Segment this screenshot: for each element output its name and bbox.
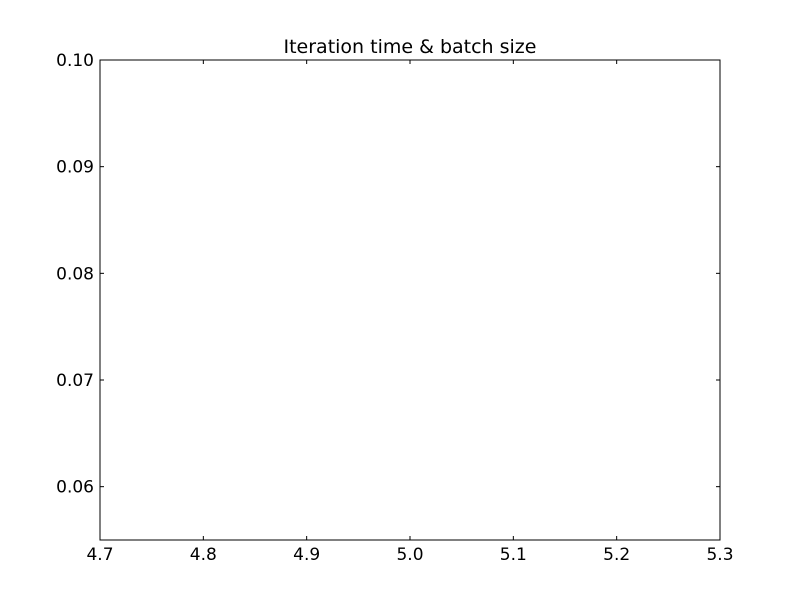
- x-tick-label: 4.9: [293, 545, 320, 565]
- x-tick-label: 4.8: [190, 545, 217, 565]
- x-axis: 4.7 4.8 4.9 5.0 5.1 5.2 5.3: [86, 60, 734, 565]
- y-tick-label: 0.09: [56, 158, 94, 178]
- x-tick-label: 4.7: [86, 545, 113, 565]
- y-tick-label: 0.08: [56, 264, 94, 284]
- chart-title: Iteration time & batch size: [283, 36, 537, 58]
- x-tick-label: 5.2: [603, 545, 630, 565]
- y-axis: 0.06 0.07 0.08 0.09 0.10: [56, 51, 720, 498]
- x-tick-label: 5.1: [500, 545, 527, 565]
- axes-frame: [99, 59, 721, 541]
- x-tick-label: 5.0: [396, 545, 423, 565]
- y-tick-label: 0.07: [56, 371, 94, 391]
- x-tick-label: 5.3: [706, 545, 733, 565]
- y-tick-label: 0.10: [56, 51, 94, 71]
- y-tick-label: 0.06: [56, 478, 94, 498]
